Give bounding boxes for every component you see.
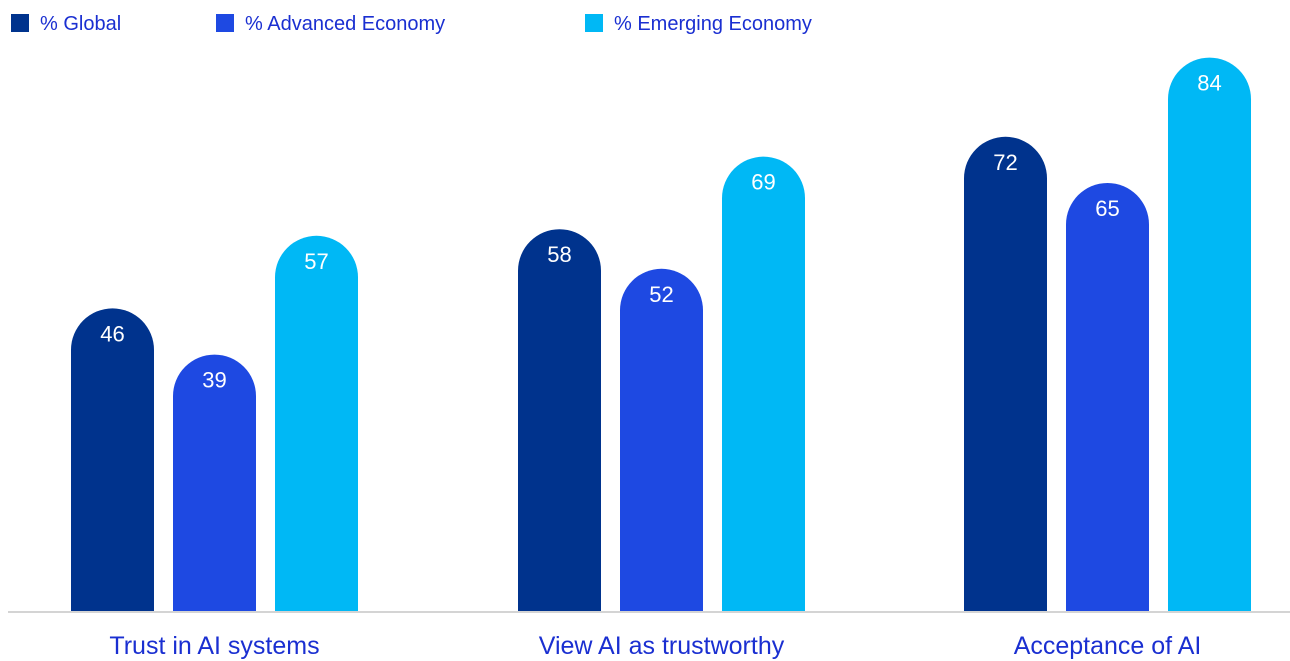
value-label-trust-in-ai-systems-emerging-economy: 57 (304, 249, 328, 274)
bar-view-ai-as-trustworthy-global (518, 229, 601, 612)
legend-label-global: % Global (40, 13, 121, 35)
bar-acceptance-of-ai-emerging-economy (1168, 57, 1251, 613)
legend-swatch-emerging-economy (585, 14, 603, 32)
category-label-acceptance-of-ai: Acceptance of AI (1014, 632, 1202, 660)
bar-trust-in-ai-systems-emerging-economy (275, 235, 358, 612)
value-label-view-ai-as-trustworthy-global: 58 (547, 242, 571, 267)
bar-view-ai-as-trustworthy-emerging-economy (722, 156, 805, 613)
bar-trust-in-ai-systems-global (71, 308, 154, 612)
value-label-view-ai-as-trustworthy-advanced-economy: 52 (649, 282, 673, 307)
bars (71, 57, 1251, 613)
bar-acceptance-of-ai-global (963, 136, 1047, 612)
category-label-trust-in-ai-systems: Trust in AI systems (109, 632, 319, 660)
bar-acceptance-of-ai-advanced-economy (1066, 183, 1149, 612)
legend-swatch-global (11, 14, 29, 32)
category-label-view-ai-as-trustworthy: View AI as trustworthy (539, 632, 785, 660)
value-labels: 46 39 57 58 52 69 72 65 84 (100, 71, 1221, 393)
value-label-acceptance-of-ai-advanced-economy: 65 (1095, 196, 1119, 221)
bar-trust-in-ai-systems-advanced-economy (173, 354, 256, 612)
value-label-trust-in-ai-systems-advanced-economy: 39 (202, 368, 226, 393)
bar-view-ai-as-trustworthy-advanced-economy (620, 268, 703, 612)
value-label-acceptance-of-ai-global: 72 (993, 150, 1017, 175)
value-label-view-ai-as-trustworthy-emerging-economy: 69 (751, 170, 775, 195)
value-label-acceptance-of-ai-emerging-economy: 84 (1197, 71, 1221, 96)
legend-label-advanced-economy: % Advanced Economy (245, 13, 445, 35)
legend-label-emerging-economy: % Emerging Economy (614, 13, 812, 35)
value-label-trust-in-ai-systems-global: 46 (100, 321, 124, 346)
category-labels: Trust in AI systems View AI as trustworth… (109, 632, 1201, 660)
legend-swatch-advanced-economy (216, 14, 234, 32)
legend: % Global % Advanced Economy % Emerging Eco… (11, 13, 812, 35)
